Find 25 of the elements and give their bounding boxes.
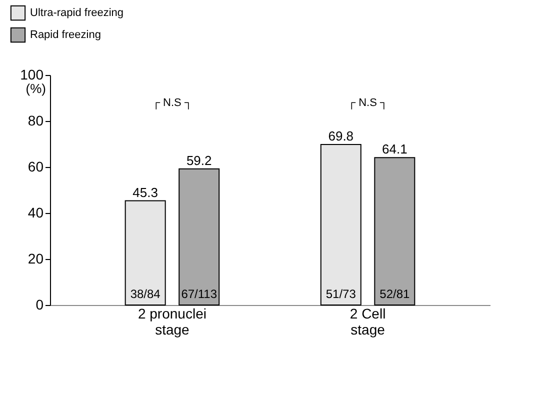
annotation: 38/84 bbox=[130, 287, 161, 301]
data-label: 69.8 bbox=[328, 128, 354, 144]
bar bbox=[178, 168, 220, 306]
legend-label: Ultra-rapid freezing bbox=[30, 7, 124, 19]
bar bbox=[124, 200, 166, 306]
annotation: 51/73 bbox=[326, 287, 356, 301]
y-tick-label: 40 bbox=[28, 204, 44, 220]
legend-label: Rapid freezing bbox=[30, 29, 101, 41]
annotation: ┌ N.S ┐ bbox=[152, 97, 192, 110]
x-tick-label: 2 Cell stage bbox=[350, 306, 386, 338]
annotation: 52/81 bbox=[380, 287, 410, 301]
x-tick-label: 2 pronuclei stage bbox=[138, 306, 206, 338]
annotation: 67/113 bbox=[181, 287, 218, 301]
y-axis-title: (%) bbox=[26, 81, 46, 96]
bar bbox=[374, 157, 416, 306]
y-tick-label: 20 bbox=[28, 250, 44, 266]
data-label: 45.3 bbox=[132, 184, 158, 200]
data-label: 64.1 bbox=[382, 142, 408, 157]
y-tick-label: 80 bbox=[28, 112, 44, 128]
annotation: ┌ N.S ┐ bbox=[348, 97, 388, 110]
bar bbox=[320, 144, 362, 306]
data-label: 59.2 bbox=[186, 152, 212, 168]
y-tick-label: 100 bbox=[20, 66, 44, 82]
y-tick-label: 0 bbox=[36, 296, 44, 312]
y-tick-label: 60 bbox=[28, 158, 44, 174]
